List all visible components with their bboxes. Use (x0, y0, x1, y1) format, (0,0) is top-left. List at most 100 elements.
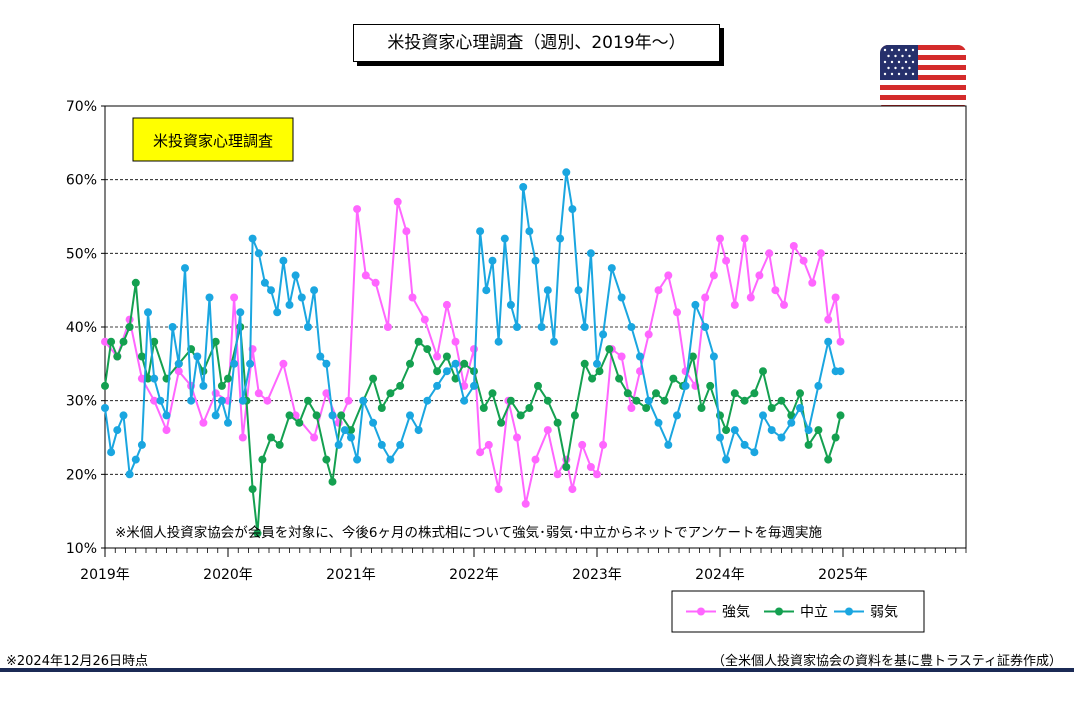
data-point (451, 337, 460, 346)
data-point (279, 359, 288, 368)
inner-label-box (132, 117, 294, 162)
x-tick-label: 2020年 (203, 567, 253, 583)
data-point (460, 396, 469, 405)
data-point (285, 300, 294, 309)
data-point (137, 440, 146, 449)
legend-label: 弱気 (870, 605, 898, 621)
data-point (831, 433, 840, 442)
data-point (267, 433, 275, 442)
data-point (673, 411, 681, 420)
x-tick-label: 2019年 (80, 567, 130, 583)
data-point (248, 485, 257, 494)
data-point (279, 256, 288, 265)
chart-title: 米投資家心理調査（週別、2019年～） (353, 24, 720, 62)
data-point (353, 205, 362, 214)
data-point (556, 234, 565, 243)
data-point (470, 345, 478, 354)
data-point (568, 485, 577, 494)
data-point (285, 411, 294, 420)
data-point (150, 374, 159, 383)
data-point (337, 411, 346, 420)
data-point (246, 359, 255, 368)
data-point (574, 286, 583, 295)
y-tick-label: 60% (66, 173, 97, 189)
data-point (451, 359, 460, 368)
legend-label: 中立 (800, 605, 828, 621)
data-point (755, 271, 764, 280)
data-point (254, 249, 263, 258)
data-point (804, 426, 813, 435)
data-point (291, 271, 300, 280)
data-point (377, 404, 386, 412)
y-tick-label: 40% (66, 320, 97, 336)
data-point (796, 389, 804, 398)
data-point (383, 323, 392, 331)
data-point (238, 433, 247, 442)
data-point (799, 256, 808, 265)
data-point (654, 286, 663, 295)
data-point (765, 249, 774, 258)
data-point (636, 352, 644, 361)
data-point (706, 381, 715, 390)
x-tick-label: 2021年 (326, 567, 376, 583)
data-point (119, 411, 128, 420)
data-point (767, 404, 776, 412)
data-point (236, 308, 245, 317)
data-point (211, 389, 220, 398)
data-point (513, 433, 521, 442)
data-point (777, 433, 786, 442)
data-point (406, 359, 414, 368)
data-point (543, 396, 552, 405)
data-point (664, 440, 673, 449)
data-point (248, 234, 257, 243)
data-point (537, 323, 546, 331)
data-point (484, 440, 493, 449)
data-point (344, 396, 353, 405)
data-point (722, 455, 731, 464)
data-point (361, 271, 370, 280)
bottom-divider (0, 668, 1074, 672)
data-point (494, 485, 503, 494)
data-point (516, 411, 525, 420)
data-point (297, 293, 306, 302)
data-point (113, 426, 122, 435)
data-point (162, 411, 171, 420)
data-point (402, 227, 411, 236)
data-point (553, 470, 562, 479)
data-point (709, 352, 718, 361)
x-tick-label: 2022年 (449, 567, 499, 583)
chart-annotation: ※米個人投資家協会が会員を対象に、今後6ヶ月の株式相について強気･弱気･中立から… (115, 524, 823, 541)
y-tick-label: 10% (66, 541, 97, 557)
data-point (814, 426, 823, 435)
data-point (433, 381, 442, 390)
data-point (414, 337, 423, 346)
data-point (273, 308, 282, 317)
data-point (586, 249, 595, 258)
data-point (750, 448, 759, 457)
data-point (632, 396, 641, 405)
data-point (414, 426, 423, 435)
data-point (730, 426, 739, 435)
data-point (174, 359, 183, 368)
data-point (824, 337, 833, 346)
data-point (260, 278, 269, 287)
data-point (131, 278, 140, 287)
data-point (144, 308, 152, 317)
data-point (433, 367, 442, 376)
data-point (580, 359, 589, 368)
data-point (488, 256, 497, 265)
y-tick-label: 50% (66, 246, 97, 262)
source-note: （全米個人投資家協会の資料を基に豊トラスティ証券作成） (712, 654, 1062, 669)
data-point (224, 374, 232, 383)
data-point (593, 359, 601, 368)
data-point (701, 293, 710, 302)
data-point (347, 433, 355, 442)
data-point (588, 374, 597, 383)
y-tick-label: 20% (66, 467, 97, 483)
data-point (107, 337, 116, 346)
data-point (759, 411, 767, 420)
data-point (322, 359, 331, 368)
data-point (836, 337, 845, 346)
data-point (494, 337, 503, 346)
data-point (570, 411, 579, 420)
